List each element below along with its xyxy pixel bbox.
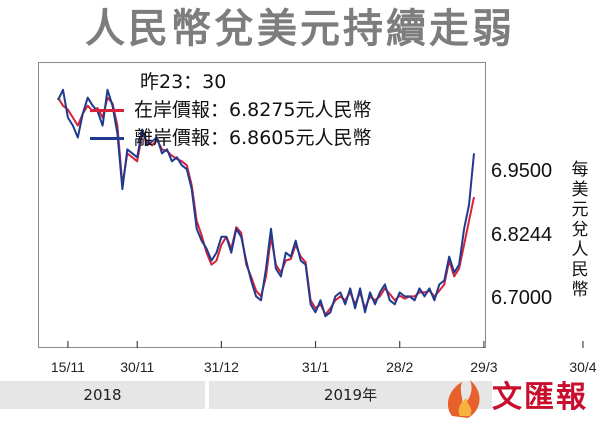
chart-title: 人民幣兌美元持續走弱 [85, 6, 515, 52]
unit-label: 每美元兌人民幣 [571, 160, 589, 300]
x-tick-label-4: 28/2 [386, 359, 414, 375]
legend-item-offshore: 離岸價報：6.8605元人民幣 [90, 124, 371, 152]
y-tick-label-bottom: 6.7000 [491, 287, 553, 309]
x-tick-label-6: 30/4 [569, 359, 597, 375]
x-tick-label-3: 31/1 [301, 359, 330, 375]
series-line-offshore [57, 88, 475, 318]
legend-item-onshore: 在岸價報：6.8275元人民幣 [90, 96, 371, 124]
legend: 昨23：30 在岸價報：6.8275元人民幣 離岸價報：6.8605元人民幣 [90, 68, 371, 152]
wenweipo-logo-icon [447, 380, 480, 418]
year-band-2018: 2018 [0, 381, 205, 409]
year-band-2019: 2019年 [209, 381, 492, 409]
x-ticks [67, 341, 584, 348]
legend-label-offshore: 離岸價報：6.8605元人民幣 [134, 127, 372, 149]
chart-frame [38, 62, 486, 348]
legend-swatch-onshore [90, 108, 124, 112]
y-tick-label-mid: 6.8244 [491, 224, 553, 246]
legend-label-onshore: 在岸價報：6.8275元人民幣 [134, 99, 372, 121]
y-tick-label-top: 6.9500 [491, 160, 553, 182]
x-tick-label-1: 30/11 [120, 359, 155, 375]
legend-swatch-offshore [90, 136, 124, 140]
series-lines [57, 88, 475, 318]
x-tick-label-2: 31/12 [203, 359, 239, 375]
x-tick-label-0: 15/11 [50, 359, 85, 375]
legend-time: 昨23：30 [140, 71, 227, 93]
x-tick-label-5: 29/3 [470, 359, 498, 375]
logo-text: 文匯報 [492, 380, 588, 415]
